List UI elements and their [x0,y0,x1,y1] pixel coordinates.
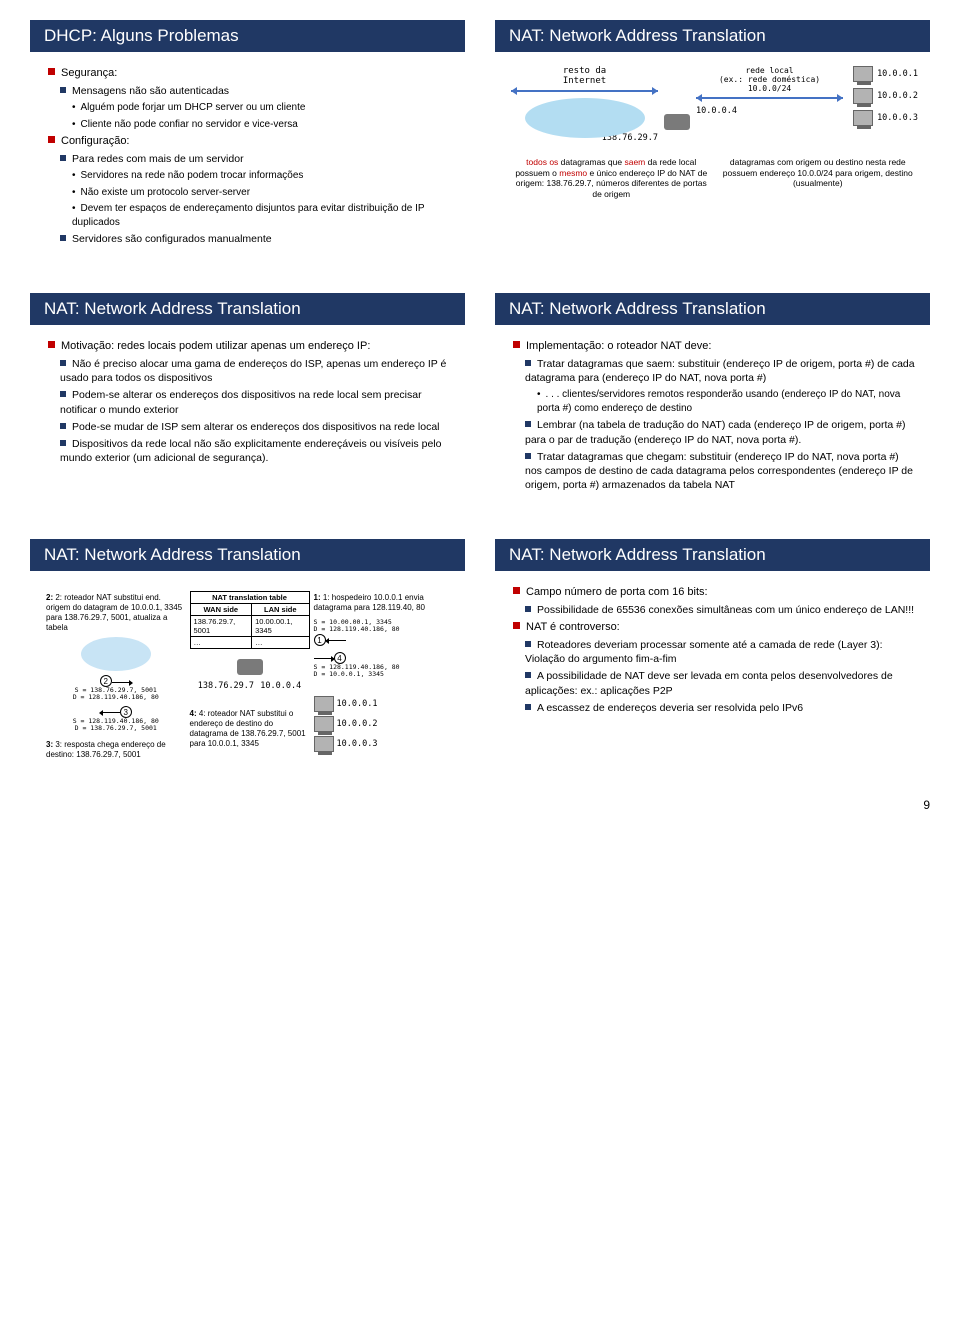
bullet: Tratar datagramas que saem: substituir (… [511,357,918,385]
bullet: Cliente não pode confiar no servidor e v… [46,118,453,132]
slide-title: NAT: Network Address Translation [30,293,465,325]
bullet: Implementação: o roteador NAT deve: [511,339,918,354]
bullet: Alguém pode forjar um DHCP server ou um … [46,101,453,115]
bullet: A possibilidade de NAT deve ser levada e… [511,669,918,697]
table-col: LAN side [252,604,309,616]
pc-ip: 10.0.0.3 [337,739,378,749]
bullet: Não existe um protocolo server-server [46,186,453,200]
bullet: Segurança: [46,66,453,81]
slide-2: NAT: Network Address Translation resto d… [495,20,930,253]
table-cell: … [190,637,252,649]
bullet: Para redes com mais de um servidor [46,152,453,166]
bullet: Não é preciso alocar uma gama de endereç… [46,357,453,385]
table-cell: 10.00.00.1, 3345 [252,616,309,637]
arrow-left [511,90,658,92]
table-cell: … [252,637,309,649]
slide-3: NAT: Network Address Translation Motivaç… [30,293,465,499]
packet-4: S = 128.119.40.186, 80 D = 10.0.0.1, 334… [314,664,454,678]
local-net-label: rede local (ex.: rede doméstica) 10.0.0/… [696,66,843,93]
pc-list: 10.0.0.1 10.0.0.2 10.0.0.3 [314,696,454,752]
pc-icon [314,716,334,732]
bullet: NAT é controverso: [511,620,918,635]
router-lan-ip: 10.0.0.4 [260,681,301,691]
diagram-note-right: datagramas com origem ou destino nesta r… [718,157,919,200]
step-1-text: 1: hospedeiro 10.0.0.1 envia datagrama p… [314,593,426,612]
slide-1: DHCP: Alguns Problemas Segurança: Mensag… [30,20,465,253]
bullet: Pode-se mudar de ISP sem alterar os ende… [46,420,453,434]
slide-grid: DHCP: Alguns Problemas Segurança: Mensag… [30,20,930,768]
router-icon [237,659,263,675]
bullet: Devem ter espaços de endereçamento disju… [46,202,453,229]
pc-icon [853,66,873,82]
pc-list: 10.0.0.1 10.0.0.2 10.0.0.3 [849,66,918,143]
pc-ip: 10.0.0.3 [877,113,918,123]
bullet: Motivação: redes locais podem utilizar a… [46,339,453,354]
slide-title: NAT: Network Address Translation [495,539,930,571]
router-wan-ip: 138.76.29.7 [198,681,254,691]
bullet: Servidores na rede não podem trocar info… [46,169,453,183]
packet-1: S = 10.00.00.1, 3345 D = 128.119.40.186,… [314,619,454,633]
step-4-note: 4: 4: roteador NAT substitui o endereço … [190,709,310,749]
internet-cloud [81,637,151,671]
pc-icon [314,736,334,752]
slide-6: NAT: Network Address Translation Campo n… [495,539,930,768]
slide-title: NAT: Network Address Translation [495,20,930,52]
arrow-right [696,97,843,99]
packet-3: S = 128.119.40.186, 80 D = 138.76.29.7, … [46,718,186,732]
bullet: Roteadores deveriam processar somente at… [511,638,918,666]
packet-2: S = 138.76.29.7, 5001 D = 128.119.40.186… [46,687,186,701]
pc-ip: 10.0.0.1 [337,699,378,709]
bullet: Configuração: [46,134,453,149]
bullet: Possibilidade de 65536 conexões simultân… [511,603,918,617]
router-icon [664,114,690,130]
step-3-note: 3: 3: resposta chega endereço de destino… [46,740,186,760]
pc-ip: 10.0.0.2 [337,719,378,729]
slide-title: NAT: Network Address Translation [495,293,930,325]
flow-arrow [314,658,334,659]
slide-5: NAT: Network Address Translation 2: 2: r… [30,539,465,768]
table-col: WAN side [190,604,252,616]
step-3-text: 3: resposta chega endereço de destino: 1… [46,740,166,759]
step-1-note: 1: 1: hospedeiro 10.0.0.1 envia datagram… [314,593,454,613]
diagram-note-left: todos os datagramas que saem da rede loc… [511,157,712,200]
bullet: Dispositivos da rede local não são expli… [46,437,453,465]
nat-flow-diagram: 2: 2: roteador NAT substitui end. origem… [46,589,453,764]
flow-arrow [326,640,346,641]
step-4-text: 4: roteador NAT substitui o endereço de … [190,709,306,748]
bullet: Campo número de porta com 16 bits: [511,585,918,600]
pc-icon [314,696,334,712]
pc-icon [853,110,873,126]
internet-label: resto da Internet [511,66,658,86]
pc-icon [853,88,873,104]
bullet: . . . clientes/servidores remotos respon… [511,388,918,415]
step-circle-3: 3 [120,706,132,718]
table-cell: 138.76.29.7, 5001 [190,616,252,637]
step-2-note: 2: 2: roteador NAT substitui end. origem… [46,593,186,633]
bullet: A escassez de endereços deveria ser reso… [511,701,918,715]
flow-arrow [100,712,120,713]
slide-4: NAT: Network Address Translation Impleme… [495,293,930,499]
router-lan-ip: 10.0.0.4 [696,106,737,116]
pc-ip: 10.0.0.2 [877,91,918,101]
step-circle-4: 4 [334,652,346,664]
bullet: Tratar datagramas que chegam: substituir… [511,450,918,493]
bullet: Servidores são configurados manualmente [46,232,453,246]
pc-ip: 10.0.0.1 [877,69,918,79]
page-number: 9 [30,798,930,812]
slide-title: DHCP: Alguns Problemas [30,20,465,52]
bullet: Podem-se alterar os endereços dos dispos… [46,388,453,416]
step-2-text: 2: roteador NAT substitui end. origem do… [46,593,182,632]
flow-arrow [112,682,132,683]
bullet: Mensagens não são autenticadas [46,84,453,98]
internet-cloud [525,98,645,138]
slide-title: NAT: Network Address Translation [30,539,465,571]
table-title: NAT translation table [190,592,309,604]
nat-translation-table: NAT translation table WAN sideLAN side 1… [190,591,310,649]
bullet: Lembrar (na tabela de tradução do NAT) c… [511,418,918,446]
